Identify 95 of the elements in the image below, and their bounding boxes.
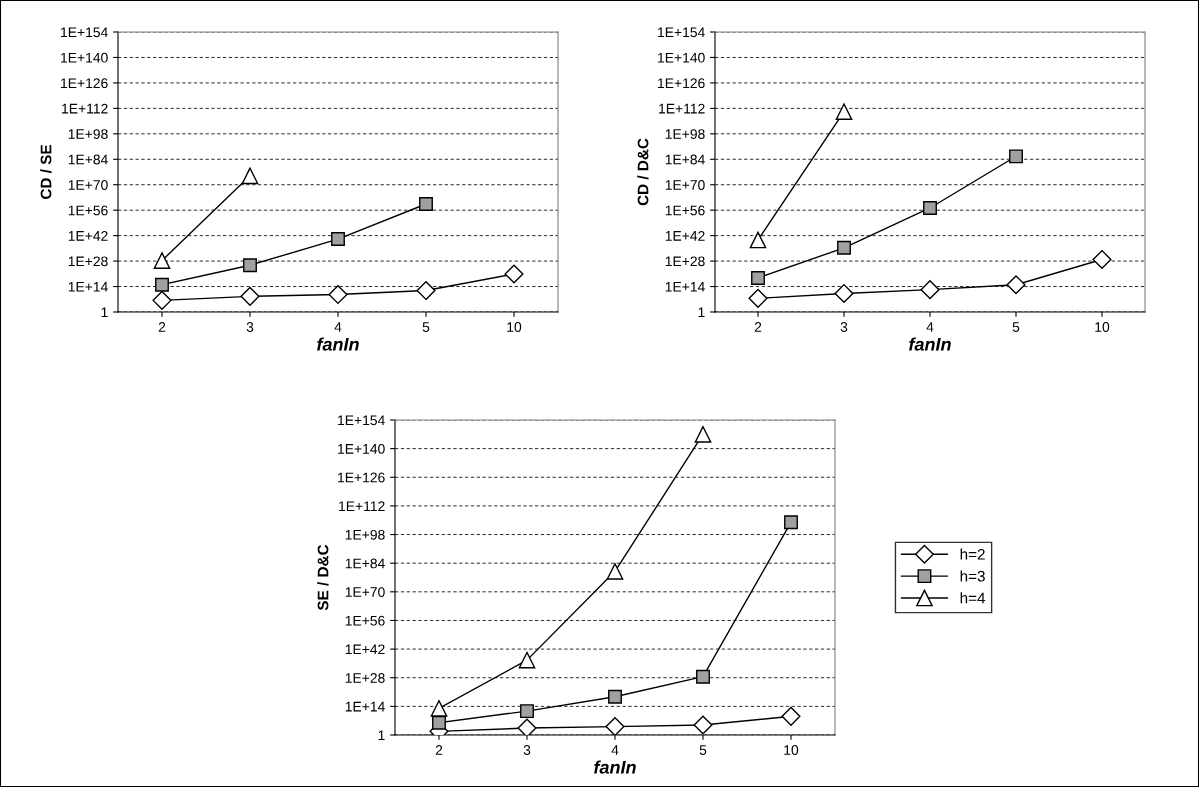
point [328,285,348,305]
y-tick-label: 1 [378,730,385,741]
point [240,286,260,306]
point [608,689,622,704]
y-tick-label: 1E+56 [68,205,108,216]
point [751,271,765,285]
point [749,231,767,249]
x-tick-label: 3 [246,322,254,332]
point [606,563,624,580]
point [696,669,710,684]
y-tick-label: 1E+98 [345,529,385,540]
y-tick-label: 1E+28 [345,673,385,683]
y-tick-label: 1E+154 [61,27,108,38]
y-tick-label: 1E+154 [658,27,705,38]
point [416,281,436,301]
point [331,232,345,247]
point [694,425,712,443]
legend-label: h=3 [960,570,985,582]
x-tick-label: 2 [435,745,443,755]
x-tick-label: 5 [1012,322,1020,332]
y-tick-label: 1E+84 [665,154,705,165]
y-tick-label: 1E+84 [68,154,108,165]
x-axis-title: fanIn [317,337,359,351]
y-axis-title: CD / SE [40,145,52,199]
point [693,715,713,735]
point [605,717,625,735]
x-tick-label: 10 [784,745,799,755]
point [835,103,853,120]
point [518,651,536,669]
point [923,201,937,215]
y-tick-label: 1E+140 [338,443,385,454]
y-tick-label: 1E+126 [658,78,705,89]
y-tick-label: 1E+70 [68,180,108,190]
y-tick-label: 1E+14 [665,282,705,292]
x-tick-label: 4 [334,322,342,332]
x-tick-label: 10 [507,322,522,332]
x-axis-title: fanIn [909,337,951,351]
x-tick-label: 5 [699,745,707,755]
y-tick-label: 1E+112 [62,103,108,114]
y-tick-label: 1E+42 [345,644,385,655]
point [241,167,259,185]
x-tick-label: 10 [1095,322,1110,332]
y-tick-label: 1E+70 [665,180,705,190]
y-tick-label: 1E+84 [345,558,385,569]
x-axis-title: fanIn [594,760,636,774]
x-tick-label: 3 [840,322,848,332]
point [920,280,940,300]
point [155,277,169,292]
y-tick-label: 1E+112 [659,103,705,114]
y-tick-label: 1E+112 [339,501,385,511]
x-tick-label: 5 [422,322,430,332]
point [520,704,534,719]
y-axis-title: CD / D&C [637,138,649,206]
x-tick-label: 4 [611,745,619,755]
y-axis-title: SE / D&C [317,544,329,611]
point [748,288,768,308]
y-tick-label: 1 [698,307,705,318]
point [152,290,172,310]
point [837,240,851,255]
point [430,700,448,717]
legend-label: h=4 [960,592,986,604]
x-tick-label: 2 [158,322,166,332]
y-tick-label: 1E+98 [665,129,705,139]
point [1006,275,1026,295]
point [834,283,854,303]
y-tick-label: 1E+140 [658,52,705,63]
y-tick-label: 1E+126 [61,78,108,89]
point [504,264,524,284]
y-tick-label: 1E+126 [338,472,385,483]
point [1092,249,1112,269]
point [432,715,446,730]
y-tick-label: 1E+56 [665,205,705,216]
y-tick-label: 1E+140 [61,52,108,63]
x-tick-label: 2 [754,322,762,332]
y-tick-label: 1 [101,307,108,318]
legend-label: h=2 [960,548,985,560]
point [243,258,257,273]
point [781,706,801,726]
y-tick-label: 1E+14 [345,701,385,712]
y-tick-label: 1E+154 [338,415,385,426]
y-tick-label: 1E+14 [68,282,108,292]
y-tick-label: 1E+70 [345,587,385,597]
y-tick-label: 1E+28 [665,256,705,267]
y-tick-label: 1E+42 [68,230,108,241]
x-tick-label: 4 [926,322,934,332]
point [784,515,798,530]
point [517,718,537,735]
point [153,252,171,269]
y-tick-label: 1E+42 [665,230,705,241]
y-tick-label: 1E+56 [345,615,385,626]
point [419,197,433,211]
point [1009,149,1023,164]
y-tick-label: 1E+98 [68,129,108,139]
x-tick-label: 3 [523,745,531,755]
y-tick-label: 1E+28 [68,256,108,267]
